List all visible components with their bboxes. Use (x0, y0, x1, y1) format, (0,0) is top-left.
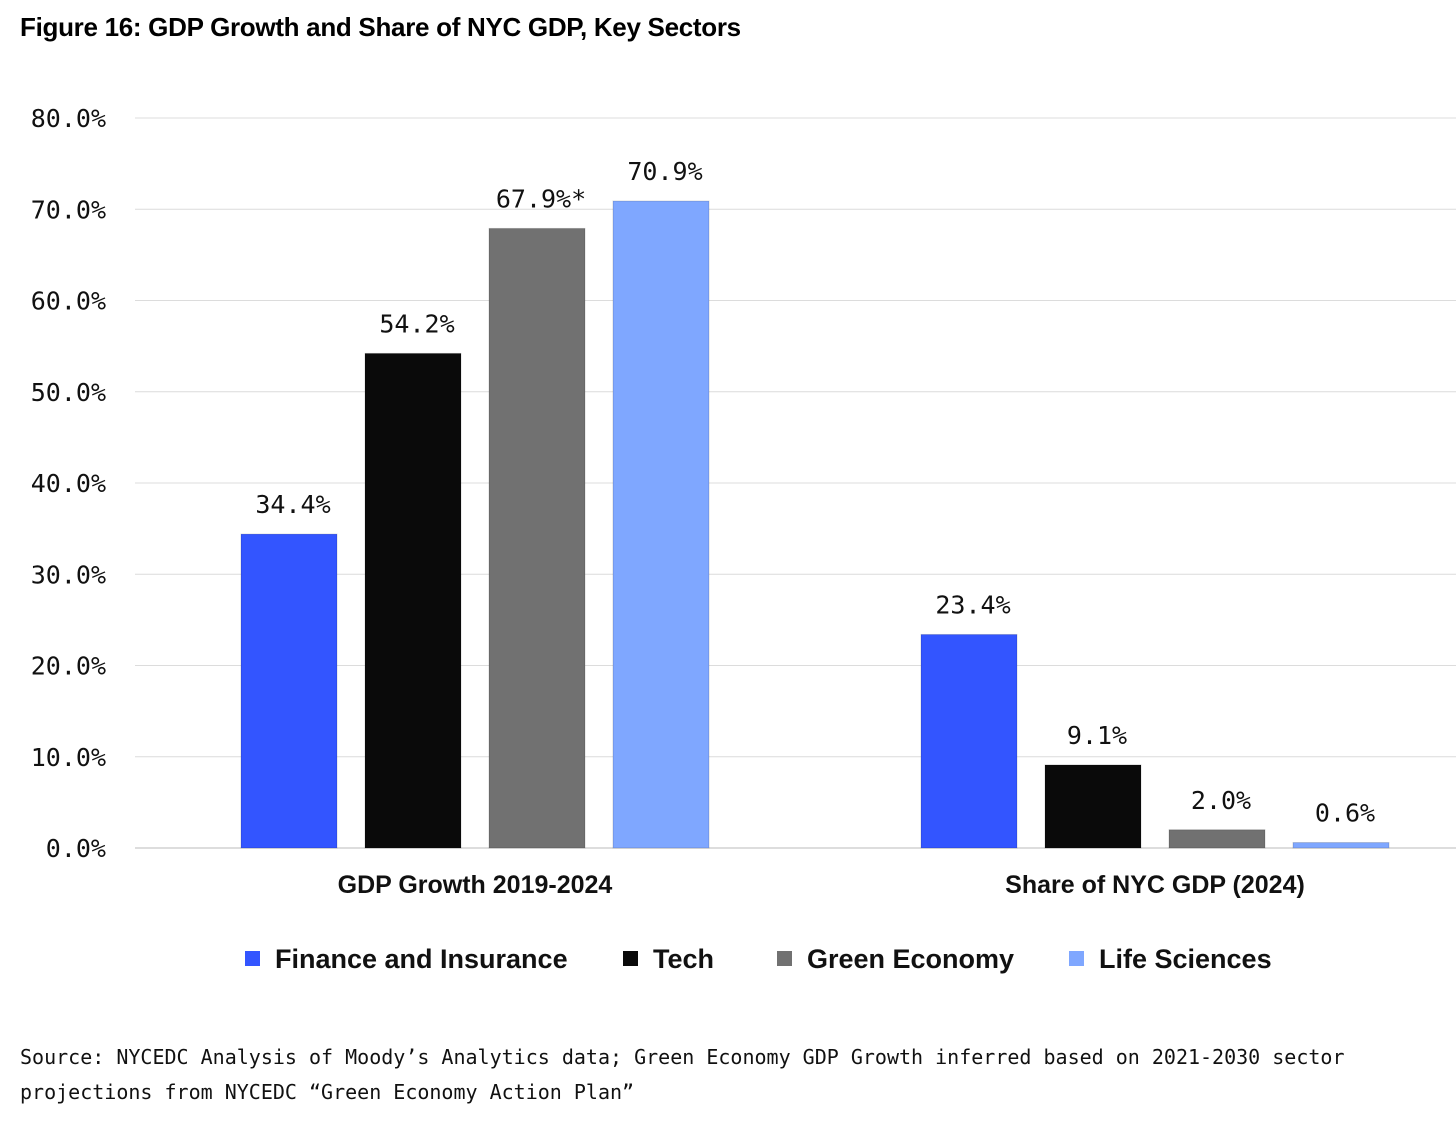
bar (612, 200, 710, 849)
data-label: 54.2% (379, 309, 454, 338)
legend-swatch (777, 951, 792, 966)
chart-title: Figure 16: GDP Growth and Share of NYC G… (20, 12, 741, 42)
bar (240, 533, 338, 849)
data-label: 0.6% (1315, 799, 1375, 828)
y-tick-label: 60.0% (31, 287, 106, 316)
bar (364, 352, 462, 849)
legend-swatch (245, 951, 260, 966)
y-tick-label: 0.0% (46, 834, 106, 863)
legend-swatch (623, 951, 638, 966)
y-tick-label: 80.0% (31, 104, 106, 133)
bar (1044, 764, 1142, 849)
data-label: 67.9%* (496, 184, 586, 213)
y-tick-label: 10.0% (31, 743, 106, 772)
x-category-label: Share of NYC GDP (2024) (1005, 871, 1305, 899)
data-label: 70.9% (627, 157, 702, 186)
legend-swatch (1069, 951, 1084, 966)
legend-label: Life Sciences (1099, 944, 1272, 974)
legend-label: Green Economy (807, 944, 1014, 974)
y-tick-label: 20.0% (31, 652, 106, 681)
x-category-label: GDP Growth 2019-2024 (338, 871, 613, 899)
data-label: 23.4% (935, 590, 1010, 619)
y-tick-label: 70.0% (31, 195, 106, 224)
y-tick-label: 50.0% (31, 378, 106, 407)
bar (1168, 829, 1266, 849)
data-label: 2.0% (1191, 786, 1251, 815)
legend-label: Finance and Insurance (275, 944, 568, 974)
bar (920, 633, 1018, 849)
y-tick-label: 30.0% (31, 560, 106, 589)
bar (1292, 842, 1390, 849)
y-tick-label: 40.0% (31, 469, 106, 498)
legend-label: Tech (653, 944, 714, 974)
data-label: 34.4% (255, 490, 330, 519)
data-label: 9.1% (1067, 721, 1127, 750)
source-note: Source: NYCEDC Analysis of Moody’s Analy… (20, 1045, 1345, 1104)
bar (488, 227, 586, 849)
